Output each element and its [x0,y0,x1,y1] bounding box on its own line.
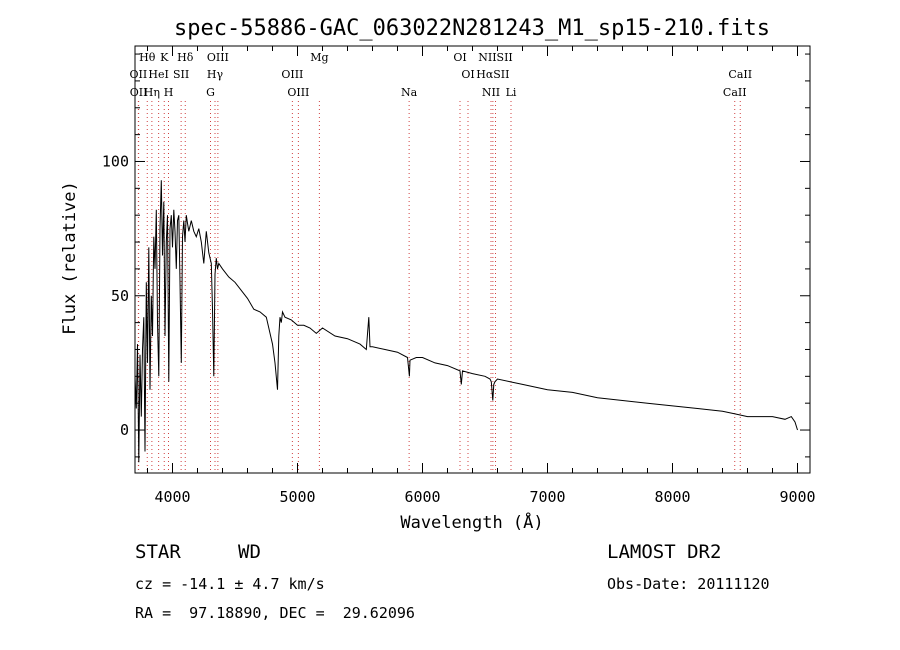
redshift-readout: cz = -14.1 ± 4.7 km/s [135,575,325,593]
spectral-line-label: Hθ [139,51,156,64]
spectral-line-label: NII [482,86,500,99]
object-class: STAR [135,541,181,563]
spectral-line-label: OI [453,51,466,64]
spectral-line-label: Hδ [177,51,194,64]
spectral-line-label: HeI [148,68,168,81]
spectral-line-label: CaII [723,86,747,99]
plot-frame [134,45,811,474]
chart-title: spec-55886-GAC_063022N281243_M1_sp15-210… [174,16,770,41]
spectral-line-label: OI [461,68,474,81]
axis-ticks: 4000 5000 6000 7000 8000 9000 0 50 100 [102,46,816,506]
x-tick-label: 7000 [529,488,565,506]
spectral-line-label: Na [401,86,418,99]
spectral-line-label: OIII [207,51,229,64]
spectral-line-label: G [206,86,215,99]
x-tick-label: 6000 [404,488,440,506]
x-axis-label: Wavelength (Å) [400,511,543,533]
x-tick-label: 8000 [654,488,690,506]
spectral-line-label: CaII [728,68,752,81]
spectral-line-label: SII [173,68,189,81]
obs-date: Obs-Date: 20111120 [607,575,770,593]
y-tick-label: 0 [120,421,129,439]
spectral-line-label: OII [130,86,148,99]
spectral-line-label: Hγ [207,68,224,81]
spectral-line-label: HαSII [476,68,509,81]
x-tick-label: 4000 [154,488,190,506]
spectral-line-label: K [160,51,169,64]
survey-name: LAMOST DR2 [607,541,722,563]
spectral-line-label: NIISII [478,51,513,64]
spectral-line-label: Hη [144,86,160,99]
spectral-line-label: OII [130,68,148,81]
spectral-line-label: OIII [281,68,303,81]
spectral-line-label: Mg [310,51,328,64]
x-tick-label: 9000 [779,488,815,506]
spectral-line-label: Li [506,86,517,99]
spectrum-series [134,180,798,463]
sky-coordinates: RA = 97.18890, DEC = 29.62096 [135,604,415,622]
y-tick-label: 50 [111,287,129,305]
spectral-line-label: OIII [287,86,309,99]
y-axis-label: Flux (relative) [60,181,80,335]
spectral-line-label: H [164,86,174,99]
x-tick-label: 5000 [279,488,315,506]
object-subclass: WD [238,541,261,563]
y-tick-label: 100 [102,152,129,170]
spectrum-line [134,180,798,463]
